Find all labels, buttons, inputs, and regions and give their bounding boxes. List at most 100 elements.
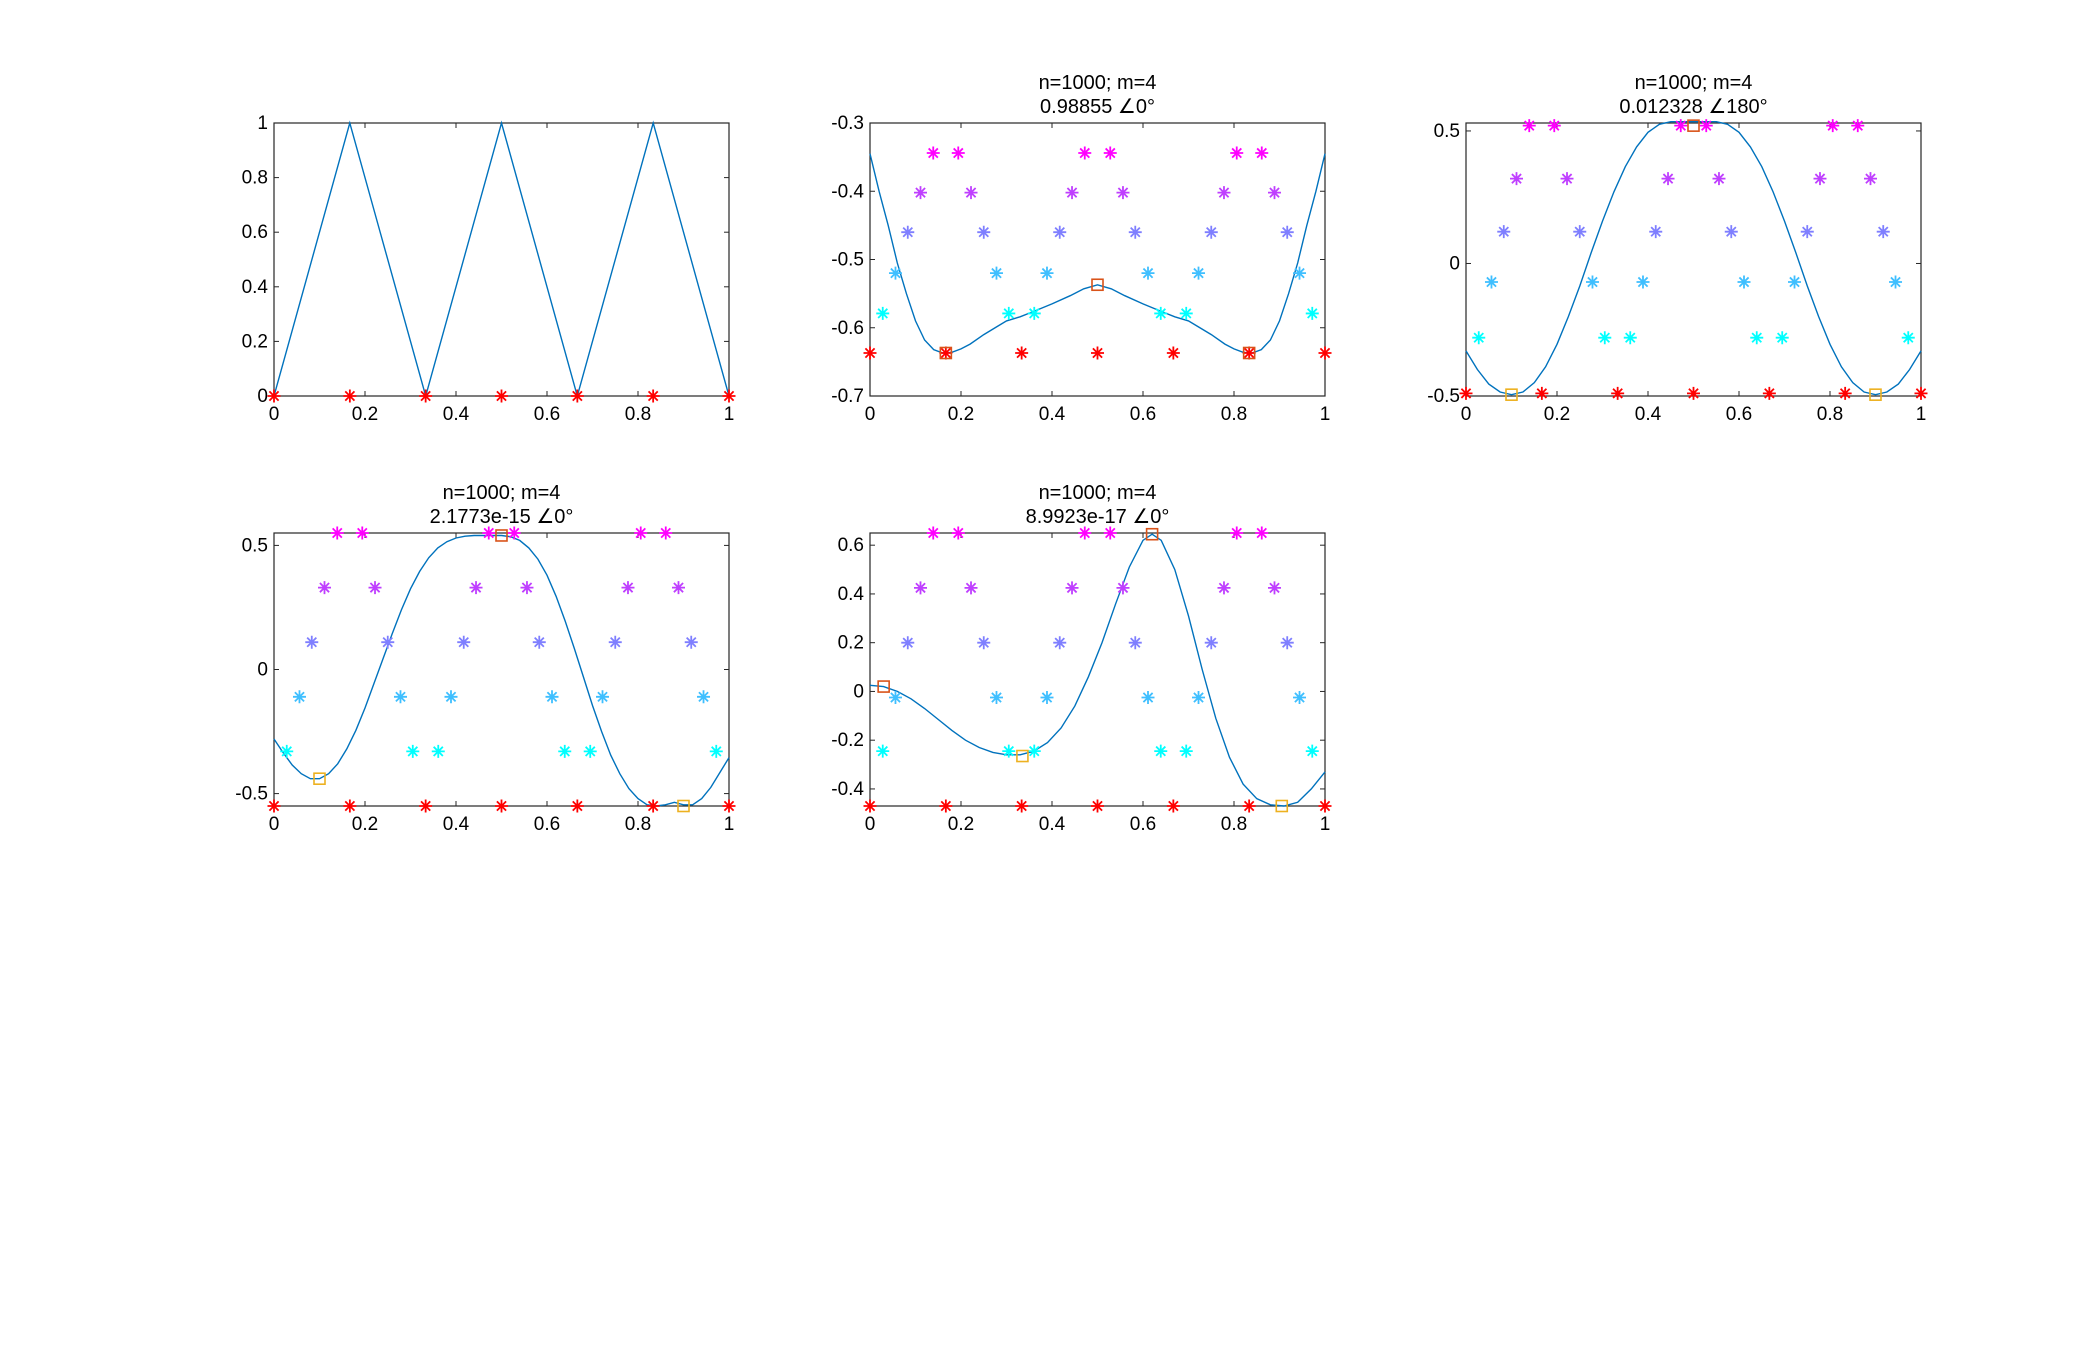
square-marker: [1242, 346, 1256, 360]
star-marker-row-6: [1851, 119, 1865, 133]
y-tick-label: -0.5: [1427, 386, 1460, 407]
data-layer: [267, 526, 736, 813]
star-marker-row-5: [1813, 172, 1827, 186]
star-marker-row-3: [989, 691, 1003, 705]
star-marker-row-4: [1876, 225, 1890, 239]
x-tick-label: 0.8: [1221, 814, 1247, 835]
star-marker-row-4: [1573, 225, 1587, 239]
star-marker-row-6: [1230, 146, 1244, 160]
star-marker-row-2: [431, 744, 445, 758]
star-marker-row-3: [888, 691, 902, 705]
star-marker-row-2: [1179, 744, 1193, 758]
star-marker-row-5: [318, 581, 332, 595]
star-marker-row-1: [1535, 386, 1549, 400]
star-marker-row-5: [1065, 581, 1079, 595]
star-marker-row-1: [570, 799, 584, 813]
x-tick-label: 0.6: [534, 404, 560, 425]
star-marker-row-6: [482, 526, 496, 540]
data-layer: [1459, 119, 1928, 401]
star-marker-row-5: [914, 581, 928, 595]
y-tick-label: -0.4: [831, 181, 864, 202]
star-marker-row-3: [1889, 275, 1903, 289]
star-marker-row-5: [1712, 172, 1726, 186]
star-marker-row-5: [1510, 172, 1524, 186]
square-marker: [313, 772, 326, 786]
x-tick-label: 0.8: [625, 814, 651, 835]
star-marker-row-4: [684, 635, 698, 649]
star-marker-row-2: [1305, 744, 1319, 758]
y-tick-label: -0.7: [831, 386, 864, 407]
star-marker-row-1: [267, 799, 281, 813]
x-tick-label: 0.6: [1726, 404, 1752, 425]
x-tick-label: 1: [1320, 404, 1331, 425]
star-marker-row-6: [1255, 146, 1269, 160]
star-marker-row-2: [1901, 331, 1915, 345]
star-marker-row-3: [1040, 691, 1054, 705]
x-tick-label: 0: [865, 814, 876, 835]
square-marker: [1275, 799, 1289, 813]
star-marker-row-6: [1078, 146, 1092, 160]
y-tick-label: -0.5: [831, 250, 864, 271]
subplot-title-line-1: n=1000; m=4: [1039, 482, 1157, 504]
x-tick-label: 0.2: [948, 814, 974, 835]
star-marker-row-6: [1699, 119, 1713, 133]
data-layer: [267, 120, 736, 403]
star-marker-row-1: [1459, 386, 1473, 400]
star-marker-row-5: [520, 581, 534, 595]
curve-line: [273, 120, 730, 399]
star-marker-row-6: [1255, 526, 1269, 540]
star-marker-row-4: [1204, 225, 1218, 239]
curve-line: [869, 533, 1326, 807]
star-marker-row-6: [1547, 119, 1561, 133]
star-marker-row-4: [1053, 636, 1067, 650]
x-tick-label: 0: [865, 404, 876, 425]
star-marker-row-2: [1002, 744, 1016, 758]
star-marker-row-1: [646, 389, 660, 403]
star-marker-row-3: [1192, 691, 1206, 705]
x-tick-label: 1: [1320, 814, 1331, 835]
star-marker-row-1: [722, 799, 736, 813]
square-marker: [1869, 388, 1882, 401]
x-tick-label: 1: [724, 814, 735, 835]
star-marker-row-2: [1154, 306, 1168, 320]
star-marker-row-6: [1103, 526, 1117, 540]
y-tick-label: 0.2: [242, 331, 268, 352]
x-tick-label: 0.4: [1039, 814, 1066, 835]
star-marker-row-2: [558, 744, 572, 758]
x-tick-label: 0.4: [1039, 404, 1066, 425]
star-marker-row-4: [1053, 225, 1067, 239]
star-marker-row-1: [1242, 799, 1256, 813]
star-marker-row-4: [457, 635, 471, 649]
star-marker-row-3: [1585, 275, 1599, 289]
star-marker-row-4: [1724, 225, 1738, 239]
x-tick-label: 0.4: [443, 814, 470, 835]
x-tick-label: 0: [269, 404, 280, 425]
star-marker-row-6: [507, 526, 521, 540]
subplot-4: 0 0.2 0.4 0.6 0.8 1-0.500.5n=1000; m=42.1773e…: [235, 482, 736, 835]
star-marker-row-2: [1598, 331, 1612, 345]
square-marker: [1145, 527, 1159, 541]
y-tick-label: -0.3: [831, 113, 864, 134]
star-marker-row-2: [876, 744, 890, 758]
star-marker-row-2: [1179, 306, 1193, 320]
star-marker-row-4: [1800, 225, 1814, 239]
square-marker: [939, 346, 953, 360]
star-marker-row-4: [901, 636, 915, 650]
y-tick-label: 0.6: [838, 535, 864, 556]
star-marker-row-4: [1128, 636, 1142, 650]
star-marker-row-3: [1788, 275, 1802, 289]
y-tick-label: 0.4: [242, 277, 269, 298]
y-tick-label: 0.6: [242, 222, 268, 243]
y-tick-label: -0.5: [235, 784, 268, 805]
star-marker-row-1: [722, 389, 736, 403]
star-marker-row-6: [1230, 526, 1244, 540]
subplot-2: 0 0.2 0.4 0.6 0.8 1 -0.7 -0.6 -0.5 -0.4 -0.3 n=1000…: [831, 72, 1332, 425]
axes-box: [869, 532, 1326, 807]
y-tick-label: 0.4: [838, 584, 865, 605]
star-marker-row-5: [1116, 581, 1130, 595]
star-marker-row-6: [926, 526, 940, 540]
star-marker-row-2: [583, 744, 597, 758]
x-tick-label: 0.2: [948, 404, 974, 425]
star-marker-row-2: [1472, 331, 1486, 345]
star-marker-row-4: [1497, 225, 1511, 239]
